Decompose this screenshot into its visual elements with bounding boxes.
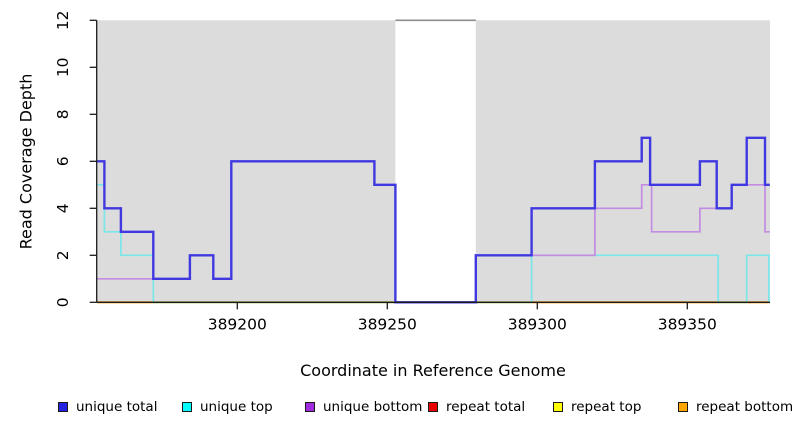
legend-item-unique-total: unique total (58, 396, 157, 418)
x-tick-label: 389300 (508, 315, 567, 333)
legend-item-unique-top: unique top (182, 396, 273, 418)
series-line-unique-total (97, 136, 770, 304)
legend-item-unique-bottom: unique bottom (305, 396, 422, 418)
x-tick-label: 389200 (208, 315, 267, 333)
y-tick-label: 0 (54, 297, 72, 307)
y-tick-label: 10 (54, 57, 72, 77)
y-tick-label: 12 (54, 10, 72, 30)
y-tick-label: 6 (54, 156, 72, 166)
legend-swatch-repeat-top (553, 402, 563, 412)
y-tick-label: 2 (54, 250, 72, 260)
gap-region (395, 20, 476, 303)
legend-item-repeat-total: repeat total (428, 396, 525, 418)
y-axis-label: Read Coverage Depth (16, 73, 36, 250)
y-tick-label: 8 (54, 109, 72, 119)
x-tick-label: 389350 (658, 315, 717, 333)
legend-item-repeat-top: repeat top (553, 396, 641, 418)
legend-swatch-repeat-bottom (678, 402, 688, 412)
legend-item-repeat-bottom: repeat bottom (678, 396, 792, 418)
x-axis-label: Coordinate in Reference Genome (300, 361, 566, 380)
legend-swatch-unique-total (58, 402, 68, 412)
y-tick-label: 4 (54, 203, 72, 213)
legend-swatch-repeat-total (428, 402, 438, 412)
legend: unique total unique top unique bottom re… (0, 396, 792, 422)
legend-swatch-unique-top (182, 402, 192, 412)
x-tick-label: 389250 (358, 315, 417, 333)
series-line-unique-top (97, 183, 770, 304)
legend-swatch-unique-bottom (305, 402, 315, 412)
